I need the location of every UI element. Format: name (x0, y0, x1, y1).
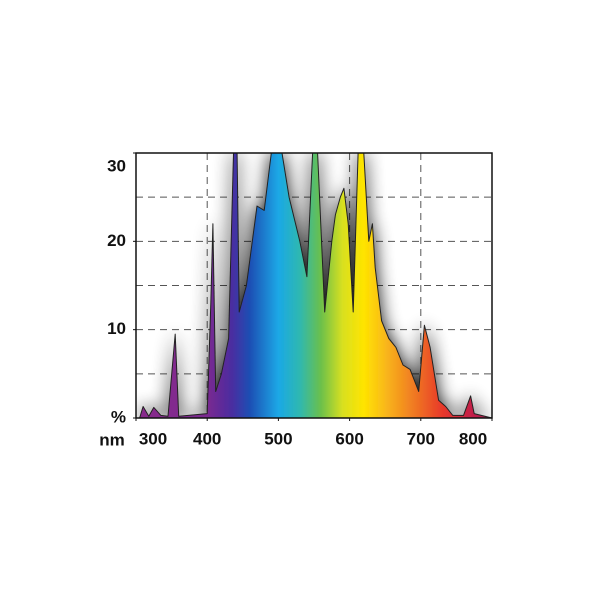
x-tick-label: 500 (264, 429, 292, 448)
plot-area (136, 153, 492, 418)
y-tick-label: 30 (107, 156, 126, 175)
x-tick-label: 300 (139, 429, 167, 448)
x-tick-label: 600 (335, 429, 363, 448)
y-tick-label: 20 (107, 231, 126, 250)
y-tick-label: % (111, 407, 126, 426)
spectrum-area (136, 153, 492, 418)
y-tick-label: 10 (107, 319, 126, 338)
x-tick-label: 700 (407, 429, 435, 448)
x-tick-label: 800 (459, 429, 487, 448)
x-tick-label: 400 (193, 429, 221, 448)
x-axis-label: nm (99, 430, 125, 449)
frame (135, 152, 493, 419)
